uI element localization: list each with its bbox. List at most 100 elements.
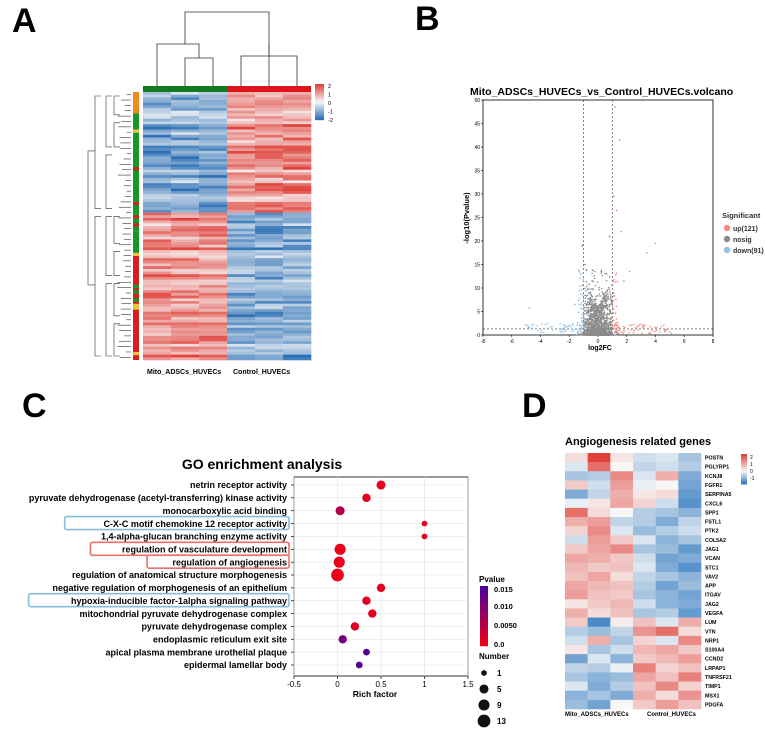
heatmap-cell <box>565 471 588 481</box>
volcano-point <box>524 323 527 326</box>
heatmap-cell <box>227 263 256 267</box>
heatmap-cell <box>565 599 588 609</box>
heatmap-cell <box>655 654 679 664</box>
heatmap-cell <box>283 121 312 125</box>
volcano-point <box>587 306 589 309</box>
colorbar-step <box>741 454 747 456</box>
heatmap-cell <box>283 199 312 203</box>
colorbar-step <box>741 474 747 477</box>
volcano-point <box>610 334 612 336</box>
heatmap-cell <box>255 126 284 130</box>
heatmap-cell <box>283 268 312 272</box>
heatmap-cell <box>143 92 172 95</box>
volcano-point <box>603 311 606 314</box>
column-dendrogram <box>156 11 298 86</box>
colorbar-a: 2 1 0 -1 -2 <box>315 84 333 124</box>
heatmap-cell <box>227 159 256 162</box>
heatmap-title: Angiogenesis related genes <box>565 436 711 448</box>
heatmap-cell <box>171 220 200 224</box>
heatmap-cell <box>565 498 588 509</box>
colorbar-step <box>480 642 488 645</box>
heatmap-cell <box>199 346 228 350</box>
heatmap-cell <box>199 276 228 280</box>
volcano-point-highlight <box>645 251 648 254</box>
heatmap-cell <box>610 480 634 490</box>
volcano-point <box>598 293 601 295</box>
dendro-branch <box>105 154 112 209</box>
heatmap-cell <box>255 92 284 95</box>
heatmap-cell <box>255 226 284 229</box>
volcano-point <box>598 289 600 291</box>
heatmap-cell <box>610 507 634 518</box>
volcano-point <box>593 332 596 334</box>
enrichment-point <box>376 583 386 593</box>
heatmap-cell <box>227 185 256 189</box>
heatmap-cell <box>587 590 611 600</box>
volcano-point <box>606 327 608 330</box>
volcano-point <box>609 327 611 329</box>
x-tick-label: 4 <box>654 339 657 345</box>
side-bar-mark <box>133 252 139 257</box>
heatmap-cell <box>255 293 284 296</box>
heatmap-cell <box>143 169 172 173</box>
heatmap-cell <box>255 244 284 248</box>
volcano-point <box>603 292 606 295</box>
heatmap-cell <box>255 317 284 321</box>
volcano-point <box>604 302 606 304</box>
heatmap-cell <box>199 268 228 272</box>
heatmap-cell <box>227 92 256 95</box>
heatmap-cell <box>199 234 228 238</box>
heatmap-cell <box>227 271 256 275</box>
volcano-point <box>605 293 608 296</box>
xlabel-mito: Mito_ADSCs_HUVECs <box>565 712 629 718</box>
heatmap-cell <box>199 153 228 157</box>
heatmap-cell <box>143 201 172 205</box>
heatmap-cell <box>143 124 172 128</box>
pvalue-tick: 0.015 <box>494 585 513 594</box>
heatmap-cell <box>171 193 200 197</box>
heatmap-cell <box>255 113 284 117</box>
volcano-point <box>587 319 590 322</box>
volcano-point <box>600 306 603 309</box>
heatmap-cell <box>199 172 228 176</box>
heatmap-cell <box>171 298 200 302</box>
number-legend-label: 13 <box>497 717 506 726</box>
gene-label: SERPINA5 <box>705 492 732 498</box>
heatmap-cell <box>227 266 256 270</box>
volcano-point <box>615 321 618 324</box>
heatmap-cell <box>655 453 679 463</box>
heatmap-cell <box>143 236 172 240</box>
heatmap-cell <box>255 201 284 205</box>
heatmap-cell <box>143 212 172 216</box>
colorbar-step <box>315 114 324 117</box>
volcano-point <box>598 324 601 327</box>
volcano-point <box>602 333 605 336</box>
heatmap-cell <box>565 645 588 655</box>
volcano-point <box>600 318 603 320</box>
heatmap-cell <box>199 279 228 283</box>
heatmap-cell <box>171 228 200 232</box>
heatmap-cell <box>171 161 200 165</box>
heatmap-cell <box>171 250 200 254</box>
volcano-point <box>604 332 607 334</box>
heatmap-cell <box>255 357 284 361</box>
heatmap-cell <box>255 193 284 197</box>
heatmap-cell <box>199 110 228 114</box>
heatmap-cell <box>255 121 284 125</box>
heatmap-cell <box>227 351 256 355</box>
colorbar-step <box>480 636 488 639</box>
heatmap-cell <box>255 333 284 337</box>
volcano-points <box>524 106 673 336</box>
heatmap-cell <box>633 480 656 490</box>
volcano-point <box>584 287 586 290</box>
heatmap-cell <box>633 654 656 664</box>
volcano-point <box>643 325 645 328</box>
heatmap-cell <box>227 102 256 106</box>
volcano-point <box>577 329 579 332</box>
heatmap-cell <box>227 110 256 114</box>
volcano-point <box>592 309 594 311</box>
category-label: hypoxia-inducible factor-1alpha signalin… <box>71 596 287 606</box>
heatmap-cell <box>199 295 228 299</box>
heatmap-cell <box>199 244 228 248</box>
heatmap-cell <box>678 681 702 692</box>
